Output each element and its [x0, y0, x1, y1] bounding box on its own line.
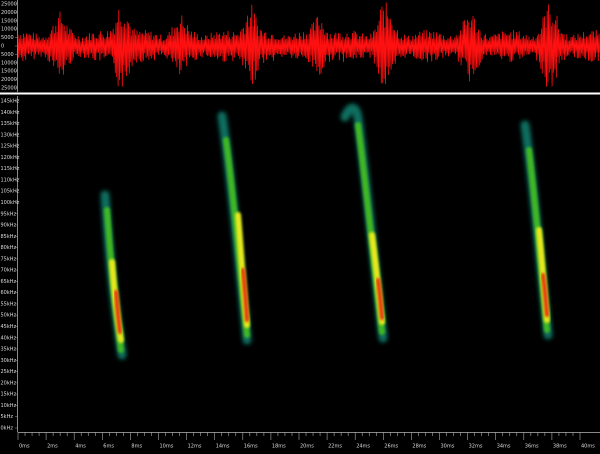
calls	[100, 103, 553, 360]
frequency-tick-label: 70kHz	[1, 268, 17, 274]
waveform-tick-label: 0	[1, 44, 4, 50]
frequency-tick-label: 115kHz	[1, 166, 20, 172]
frequency-tick-label: 145kHz	[1, 99, 20, 105]
frequency-tick-label: 55kHz	[1, 301, 17, 307]
time-tick-label: 18ms	[272, 444, 286, 450]
time-tick-label: 8ms	[131, 444, 142, 450]
call-3	[340, 103, 388, 343]
frequency-tick-label: 45kHz	[1, 324, 17, 330]
waveform-tick-label: 25000	[1, 2, 17, 8]
frequency-tick-label: 90kHz	[1, 223, 17, 229]
waveform-trace	[17, 2, 600, 87]
frequency-tick-label: 85kHz	[1, 234, 17, 240]
waveform-tick-label: 10000	[1, 27, 17, 33]
time-tick-label: 26ms	[384, 444, 398, 450]
time-tick-label: 20ms	[300, 444, 314, 450]
frequency-tick-label: 35kHz	[1, 347, 17, 353]
frequency-tick-label: 50kHz	[1, 313, 17, 319]
waveform-tick-label: 5000	[1, 35, 14, 41]
time-tick-label: 12ms	[188, 444, 202, 450]
time-tick-label: 22ms	[328, 444, 342, 450]
frequency-tick-label: 100kHz	[1, 200, 20, 206]
waveform-tick-label: 20000	[1, 10, 17, 16]
time-tick-label: 4ms	[75, 444, 86, 450]
waveform	[17, 2, 600, 87]
frequency-tick-label: 60kHz	[1, 290, 17, 296]
frequency-tick-label: 125kHz	[1, 144, 20, 150]
time-tick-label: 2ms	[47, 444, 58, 450]
frequency-tick-label: 15kHz	[1, 392, 17, 398]
frequency-tick-label: 135kHz	[1, 121, 20, 127]
time-tick-label: 0ms	[19, 444, 30, 450]
frequency-tick-label: 30kHz	[1, 358, 17, 364]
waveform-tick-label: 15000	[1, 18, 17, 24]
time-tick-label: 40ms	[581, 444, 595, 450]
frequency-tick-label: 105kHz	[1, 189, 20, 195]
time-tick-label: 38ms	[553, 444, 567, 450]
waveform-tick-label: 25000	[1, 86, 17, 92]
time-tick-label: 28ms	[412, 444, 426, 450]
frequency-tick-label: 40kHz	[1, 335, 17, 341]
frequency-tick-label: 140kHz	[1, 110, 20, 116]
time-tick-label: 32ms	[469, 444, 483, 450]
waveform-tick-label: 20000	[1, 77, 17, 83]
frequency-tick-label: 130kHz	[1, 132, 20, 138]
frequency-tick-label: 110kHz	[1, 177, 20, 183]
frequency-tick-label: 25kHz	[1, 369, 17, 375]
time-tick-label: 24ms	[356, 444, 370, 450]
time-tick-label: 30ms	[441, 444, 455, 450]
frequency-tick-label: 5kHz	[1, 414, 14, 420]
time-tick-label: 16ms	[244, 444, 258, 450]
time-tick-label: 6ms	[103, 444, 114, 450]
waveform-tick-label: 5000	[1, 52, 14, 58]
call-4	[520, 120, 553, 340]
frequency-tick-label: 0kHz	[1, 426, 14, 432]
waveform-tick-label: 10000	[1, 60, 17, 66]
time-tick-label: 36ms	[525, 444, 539, 450]
time-tick-label: 14ms	[216, 444, 230, 450]
frequency-tick-label: 10kHz	[1, 403, 17, 409]
frequency-tick-label: 20kHz	[1, 380, 17, 386]
frequency-tick-label: 80kHz	[1, 245, 17, 251]
waveform-tick-label: 15000	[1, 69, 17, 75]
call-1	[100, 190, 127, 360]
time-tick-label: 34ms	[497, 444, 511, 450]
axes: 25000 20000 15000 10000 5000 0 5000 10000 15000 2…	[1, 2, 596, 450]
frequency-tick-label: 120kHz	[1, 155, 20, 161]
time-tick-label: 10ms	[160, 444, 174, 450]
frequency-tick-label: 95kHz	[1, 211, 17, 217]
call-2	[217, 111, 252, 345]
frequency-tick-label: 75kHz	[1, 256, 17, 262]
frequency-tick-label: 65kHz	[1, 279, 17, 285]
